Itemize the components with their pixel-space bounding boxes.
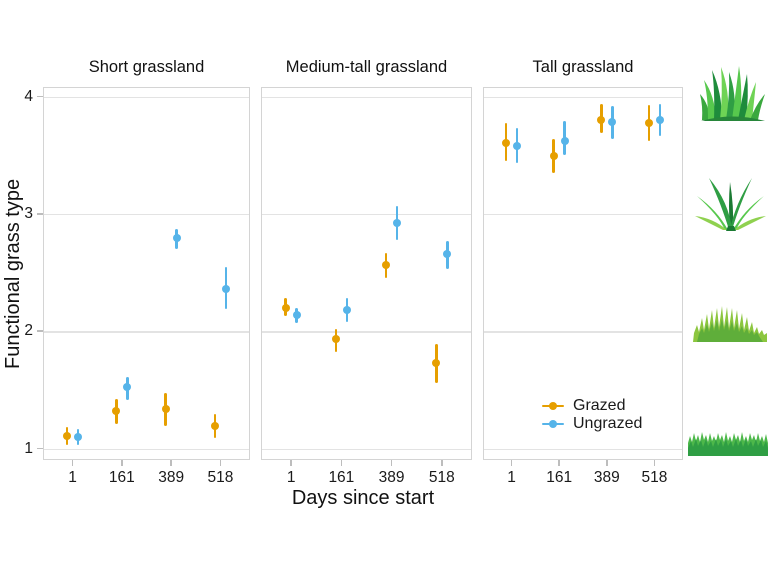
x-tick (441, 460, 443, 466)
x-tick-label: 389 (593, 469, 620, 486)
legend-label: Ungrazed (573, 415, 643, 432)
legend-item-grazed: Grazed (542, 397, 642, 415)
x-tick-label: 1 (286, 469, 296, 486)
y-tick-label: 2 (24, 322, 33, 340)
y-axis-title: Functional grass type (2, 178, 24, 369)
x-axis-title: Days since start (291, 487, 435, 509)
x-tick (606, 460, 608, 466)
pointrange-point (112, 406, 121, 415)
x-tick (510, 460, 513, 466)
pointrange-point (161, 404, 170, 413)
gridline (262, 448, 471, 450)
x-tick (170, 460, 172, 466)
gridline (484, 331, 682, 333)
pointrange-point (292, 310, 301, 319)
x-tick-label: 1 (507, 469, 516, 486)
gridline (44, 213, 249, 216)
panel-title: Short grassland (88, 58, 205, 76)
x-tick-label: 518 (641, 469, 668, 486)
x-tick (290, 460, 292, 466)
pointrange-point (172, 234, 181, 243)
x-tick-label: 161 (546, 469, 573, 486)
y-tick-label: 1 (24, 439, 33, 457)
gridline (262, 96, 471, 98)
gridline (484, 213, 682, 216)
y-tick (37, 447, 43, 450)
pointrange-point (342, 306, 351, 315)
pointrange-point (382, 261, 391, 270)
y-tick (37, 213, 43, 215)
x-tick (121, 460, 123, 466)
panel (261, 87, 472, 460)
x-tick-label: 518 (207, 469, 234, 486)
gridline (484, 96, 682, 98)
pointrange-point (655, 115, 664, 124)
x-tick (390, 460, 393, 466)
gridline (44, 331, 249, 333)
pointrange-point (502, 139, 511, 148)
panel-title: Tall grassland (532, 58, 634, 76)
legend-item-ungrazed: Ungrazed (542, 415, 642, 433)
gridline (44, 96, 249, 98)
pointrange-point (210, 422, 219, 431)
medium-tall-grass-icon (695, 178, 766, 231)
x-tick-label: 389 (378, 469, 405, 486)
x-tick (71, 460, 74, 466)
pointrange-point (608, 118, 617, 127)
medium-grass-icon (693, 306, 767, 342)
x-tick (653, 460, 656, 466)
x-tick-label: 389 (158, 469, 185, 486)
pointrange-point (443, 249, 452, 258)
tall-grass-icon (700, 66, 765, 121)
x-tick (219, 460, 222, 466)
y-tick-label: 4 (24, 87, 33, 105)
gridline (262, 331, 471, 333)
grazed-pointrange-icon (542, 397, 564, 415)
x-tick-label: 518 (428, 469, 455, 486)
legend-label: Grazed (573, 397, 626, 414)
pointrange-point (644, 119, 653, 128)
pointrange-point (63, 431, 72, 440)
x-tick (558, 460, 560, 466)
ungrazed-pointrange-icon (542, 415, 564, 433)
pointrange-point (331, 335, 340, 344)
x-tick-label: 161 (108, 469, 135, 486)
pointrange-point (513, 141, 522, 150)
pointrange-point (281, 303, 290, 312)
pointrange-point (221, 284, 230, 293)
pointrange-point (74, 432, 83, 441)
pointrange-point (123, 383, 132, 392)
x-tick (340, 460, 343, 466)
pointrange-point (432, 358, 441, 367)
panel (43, 87, 250, 460)
panel-title: Medium-tall grassland (285, 58, 448, 76)
pointrange-point (549, 152, 558, 161)
y-tick (37, 330, 43, 332)
pointrange-point (393, 219, 402, 228)
pointrange-point (597, 115, 606, 124)
y-tick (37, 95, 43, 98)
short-grass-icon (688, 432, 768, 456)
legend: Grazed Ungrazed (542, 397, 642, 433)
pointrange-point (560, 137, 569, 146)
gridline (44, 448, 249, 450)
gridline (484, 448, 682, 450)
x-tick-label: 1 (68, 469, 77, 486)
x-tick-label: 161 (328, 469, 355, 486)
y-tick-label: 3 (24, 204, 33, 222)
gridline (262, 213, 471, 216)
